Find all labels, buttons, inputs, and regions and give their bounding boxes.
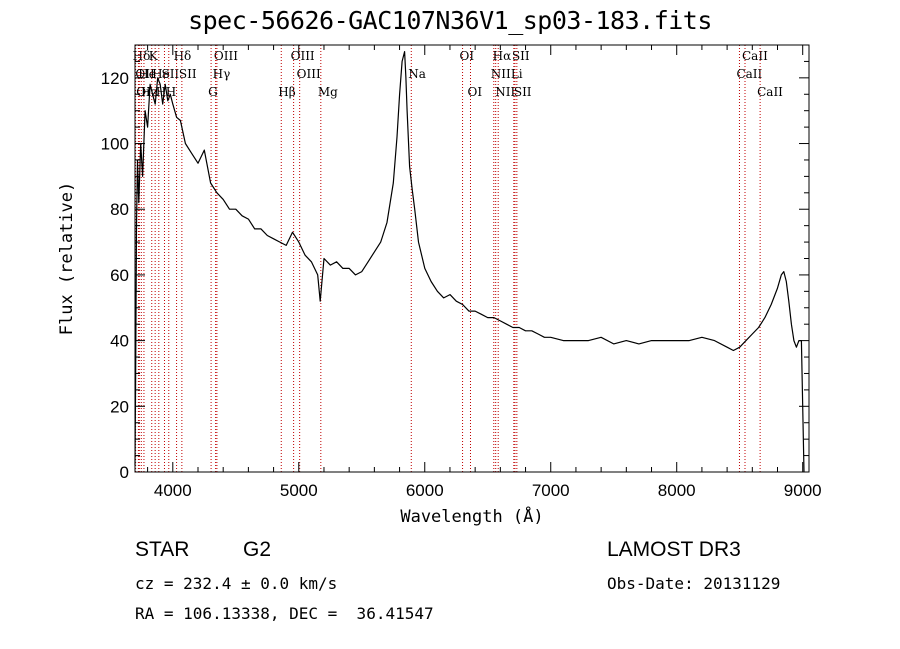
line-marker-label-8: SII [161, 67, 179, 81]
line-marker-label-10: SII [179, 67, 197, 81]
line-marker-label-12: OIII [214, 49, 238, 63]
line-marker-label-14: G [208, 85, 218, 99]
line-marker-label-22: Hα [493, 49, 512, 63]
redshift-line: cz = 232.4 ± 0.0 km/s [135, 574, 338, 593]
line-marker-label-15: Hβ [278, 85, 295, 99]
x-axis-label: Wavelength (Å) [400, 505, 543, 527]
y-tick-label-5: 100 [101, 135, 129, 154]
line-marker-label-6: He [152, 67, 170, 81]
line-marker-label-21: OI [467, 85, 482, 99]
x-tick-label-4: 8000 [658, 481, 696, 500]
line-marker-label-28: CaII [742, 49, 768, 63]
line-marker-label-18: Mg [318, 85, 338, 99]
coordinates-line: RA = 106.13338, DEC = 36.41547 [135, 604, 434, 623]
line-marker-label-2: Oi [136, 85, 150, 99]
obs-date-line: Obs-Date: 20131129 [607, 574, 781, 593]
spectrum-line [134, 51, 805, 473]
x-tick-label-5: 9000 [784, 481, 822, 500]
y-tick-label-6: 120 [101, 69, 129, 88]
line-marker-label-5: K [149, 49, 159, 63]
line-marker-label-16: OIII [291, 49, 315, 63]
line-marker-label-0: Hδ [133, 49, 151, 63]
object-subclass: G2 [243, 538, 272, 561]
axes: 4000 5000 6000 7000 8000 9000 0 20 40 60 80 100 120 W… [57, 44, 822, 527]
line-marker-label-23: NII [491, 67, 511, 81]
x-tick-label-0: 4000 [154, 481, 192, 500]
line-marker-label-27: SII [514, 85, 532, 99]
x-tick-label-1: 5000 [280, 481, 318, 500]
line-marker-label-30: CaII [757, 85, 783, 99]
line-marker-label-17: OIII [297, 67, 321, 81]
line-marker-label-26: SII [512, 49, 530, 63]
y-tick-label-2: 40 [110, 332, 129, 351]
line-marker-label-29: CaII [736, 67, 762, 81]
y-axis-label: Flux (relative) [57, 182, 77, 336]
line-marker-label-25: Li [511, 67, 523, 81]
y-tick-label-1: 20 [110, 397, 129, 416]
survey-name: LAMOST DR3 [607, 538, 741, 561]
y-tick-label-4: 80 [110, 200, 129, 219]
line-marker-label-11: H [166, 85, 176, 99]
spectrum-series [134, 51, 805, 473]
x-tick-label-3: 7000 [532, 481, 570, 500]
line-marker-label-19: Na [408, 67, 426, 81]
line-marker-label-13: Hγ [213, 67, 231, 81]
y-tick-label-0: 0 [120, 463, 129, 482]
object-class: STAR [135, 538, 190, 561]
line-marker-label-9: Hδ [174, 49, 192, 63]
line-marker-label-24: NII [495, 85, 515, 99]
line-marker-label-20: OI [460, 49, 475, 63]
plot-frame [134, 44, 810, 473]
y-tick-label-3: 60 [110, 266, 129, 285]
x-tick-label-2: 6000 [406, 481, 444, 500]
chart-title: spec-56626-GAC107N36V1_sp03-183.fits [188, 6, 712, 35]
